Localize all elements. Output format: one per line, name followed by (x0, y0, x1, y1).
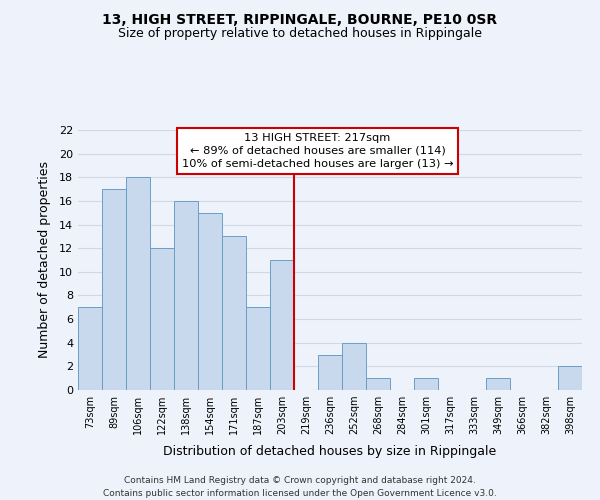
Bar (198, 212, 222, 390)
Y-axis label: Number of detached properties: Number of detached properties (38, 162, 50, 358)
Bar (150, 248, 174, 390)
Bar (486, 378, 510, 390)
Bar (342, 342, 366, 390)
Bar (318, 354, 342, 390)
X-axis label: Distribution of detached houses by size in Rippingale: Distribution of detached houses by size … (163, 446, 497, 458)
Text: 13, HIGH STREET, RIPPINGALE, BOURNE, PE10 0SR: 13, HIGH STREET, RIPPINGALE, BOURNE, PE1… (103, 12, 497, 26)
Bar (558, 366, 582, 390)
Bar (78, 308, 102, 390)
Bar (246, 308, 270, 390)
Bar (174, 201, 198, 390)
Text: Size of property relative to detached houses in Rippingale: Size of property relative to detached ho… (118, 28, 482, 40)
Bar (102, 189, 126, 390)
Bar (414, 378, 438, 390)
Bar (270, 260, 294, 390)
Text: 13 HIGH STREET: 217sqm
← 89% of detached houses are smaller (114)
10% of semi-de: 13 HIGH STREET: 217sqm ← 89% of detached… (182, 132, 453, 169)
Bar (222, 236, 246, 390)
Bar (366, 378, 390, 390)
Text: Contains HM Land Registry data © Crown copyright and database right 2024.
Contai: Contains HM Land Registry data © Crown c… (103, 476, 497, 498)
Bar (126, 178, 150, 390)
